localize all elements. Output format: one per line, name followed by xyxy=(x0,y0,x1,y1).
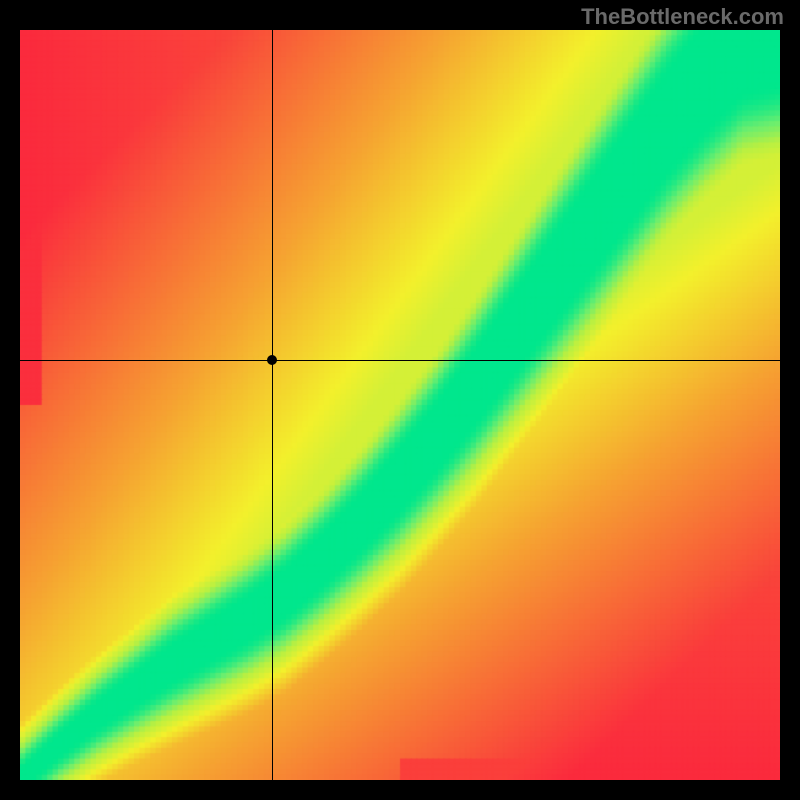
watermark-text: TheBottleneck.com xyxy=(581,4,784,30)
plot-area xyxy=(20,30,780,780)
heatmap-canvas xyxy=(20,30,780,780)
crosshair-horizontal xyxy=(20,360,780,361)
crosshair-marker xyxy=(267,355,277,365)
chart-container: TheBottleneck.com xyxy=(0,0,800,800)
crosshair-vertical xyxy=(272,30,273,780)
